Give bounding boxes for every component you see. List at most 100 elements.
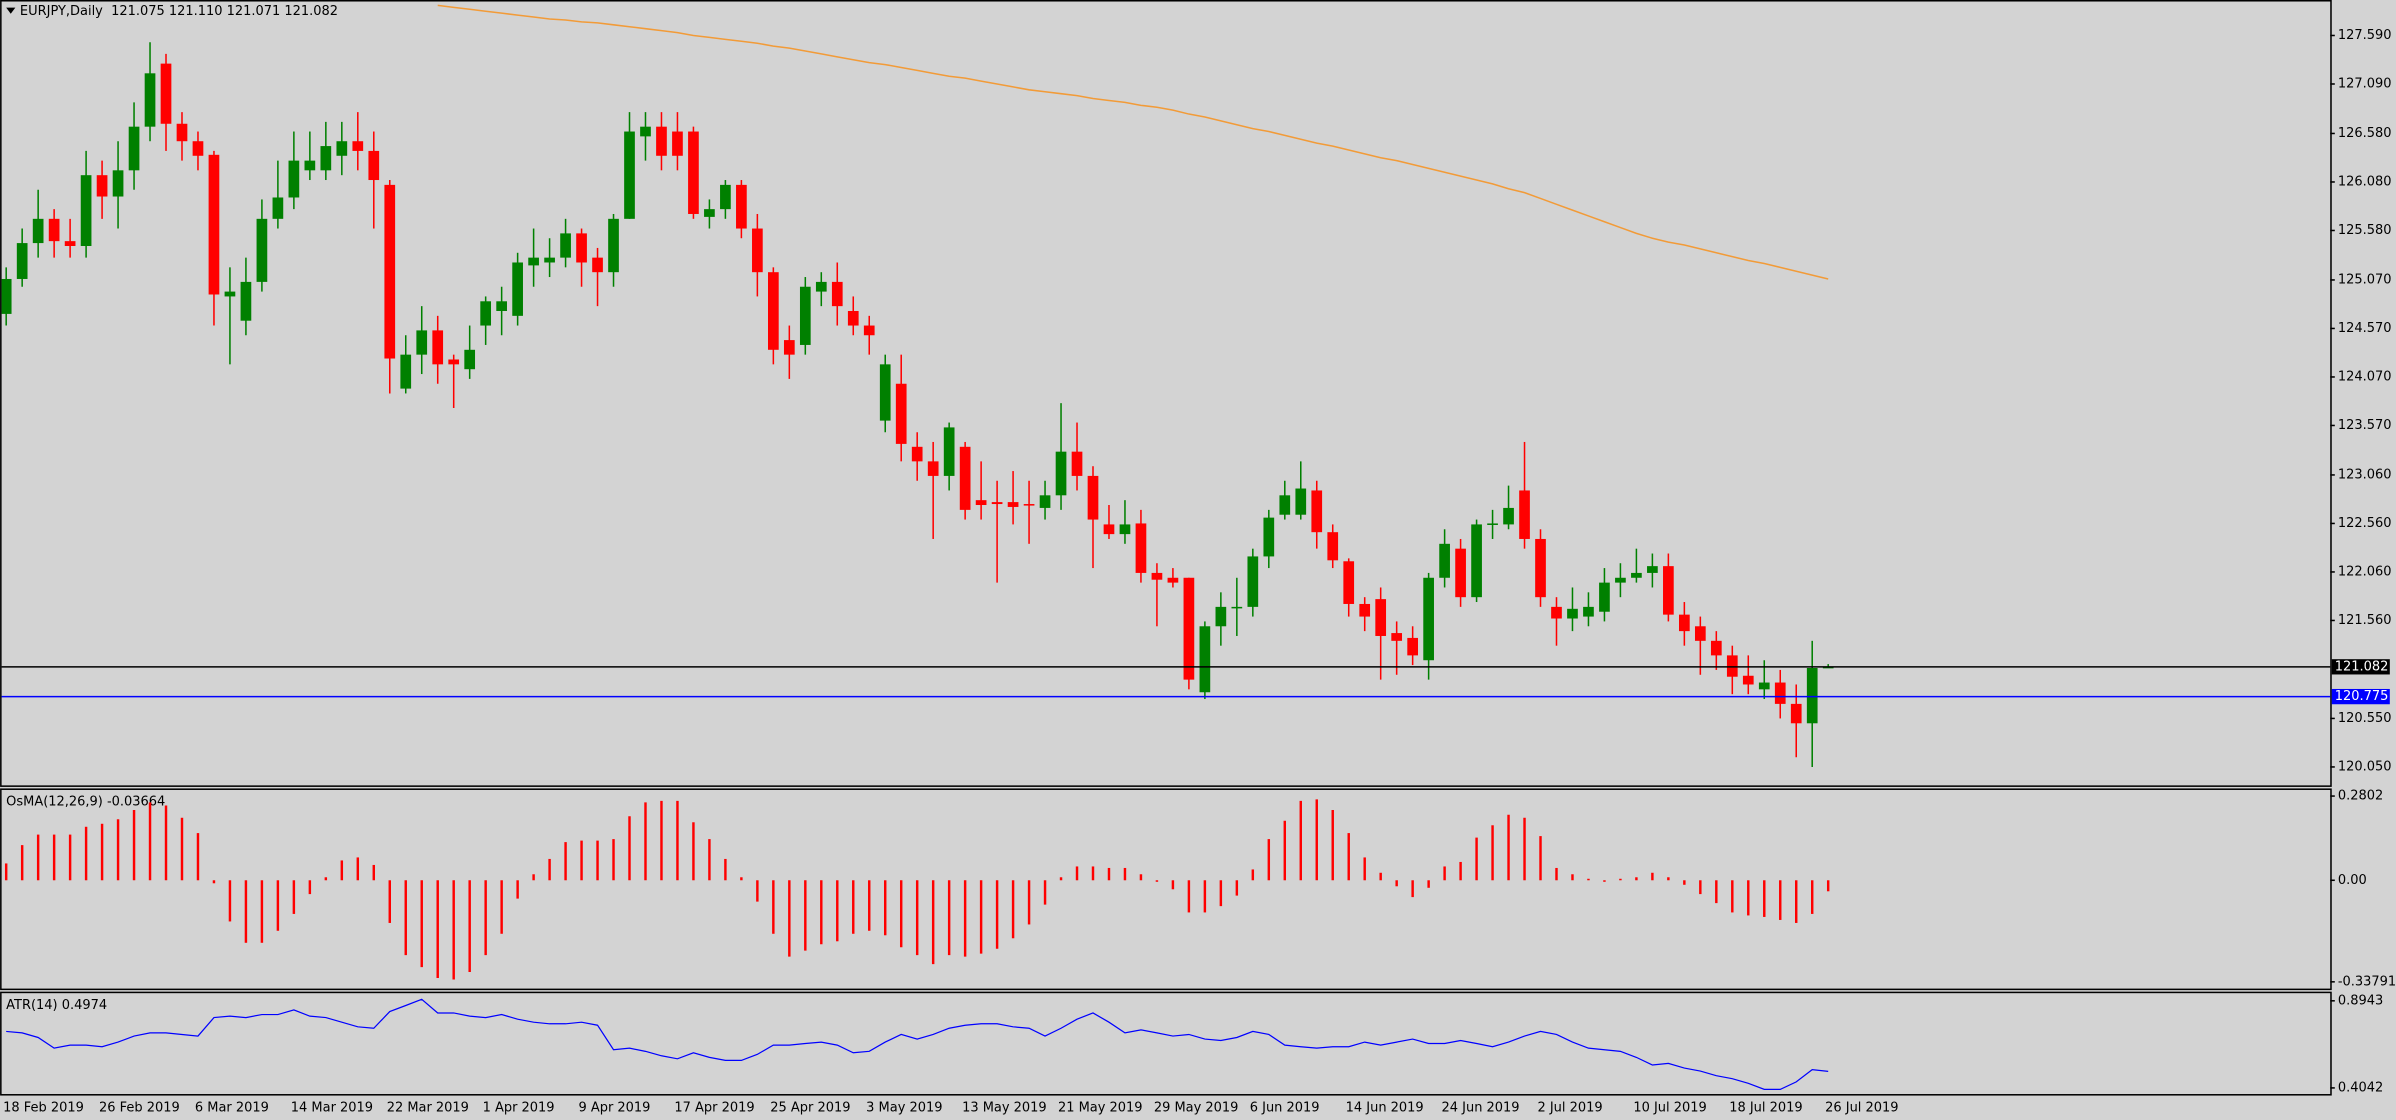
candle-body [767, 272, 779, 350]
candle-body [624, 131, 635, 219]
x-tick-label: 2 Jul 2019 [1537, 1100, 1602, 1115]
candle-body [96, 175, 108, 197]
plot-layer: EURJPY,Daily 121.075 121.110 121.071 121… [1, 4, 2396, 1115]
candle-body [783, 340, 795, 355]
x-tick-label: 26 Jul 2019 [1825, 1100, 1898, 1115]
y-tick-label: 123.570 [2338, 418, 2392, 433]
candle-body [1615, 577, 1626, 583]
y-tick-label: 123.060 [2338, 467, 2392, 482]
candle-body [799, 286, 811, 345]
candle-body [1311, 490, 1323, 533]
candle-body [1119, 524, 1131, 535]
candle-body [736, 184, 747, 229]
candles [1, 4, 1834, 767]
candle-body [1567, 608, 1578, 619]
y-tick-label: 0.00 [2338, 873, 2367, 888]
candle-body [672, 131, 683, 156]
candle-body [1151, 572, 1163, 580]
candle-body [1519, 490, 1530, 539]
candle-body [1583, 606, 1594, 617]
y-tick-label: 0.8943 [2338, 993, 2383, 1008]
candle-body [528, 257, 539, 266]
y-tick-label: 125.070 [2338, 272, 2392, 287]
x-tick-label: 6 Jun 2019 [1250, 1100, 1320, 1115]
candle-body [1439, 543, 1450, 578]
y-tick-label: 0.2802 [2338, 789, 2383, 804]
candle-body [1535, 538, 1546, 598]
candle-body [112, 170, 124, 197]
candle-body [879, 364, 891, 421]
x-tick-label: 10 Jul 2019 [1633, 1100, 1706, 1115]
pane-title: EURJPY,Daily 121.075 121.110 121.071 121… [20, 4, 338, 19]
y-tick-label: 125.580 [2338, 223, 2392, 238]
pane-title: ATR(14) 0.4974 [6, 998, 107, 1013]
candle-body [1071, 451, 1083, 476]
candle-body [192, 141, 204, 156]
candle-body [288, 160, 300, 198]
candle-body [1806, 667, 1818, 724]
candle-body [847, 310, 859, 326]
candle-body [64, 241, 76, 246]
candle-body [1327, 532, 1339, 561]
y-tick-label: 0.4042 [2338, 1080, 2383, 1095]
candle-body [1742, 675, 1754, 685]
candle-body [1790, 703, 1802, 724]
candle-body [1774, 682, 1786, 704]
y-tick-label: 120.050 [2338, 759, 2392, 774]
candle-body [895, 383, 907, 444]
y-tick-label: 127.590 [2338, 28, 2392, 43]
candle-body [1471, 524, 1482, 598]
candle-body [1055, 451, 1067, 496]
candle-body [16, 243, 28, 279]
x-tick-label: 6 Mar 2019 [195, 1100, 269, 1115]
x-tick-label: 24 Jun 2019 [1442, 1100, 1520, 1115]
candle-body [943, 427, 955, 476]
candle-body [592, 257, 603, 273]
x-tick-label: 9 Apr 2019 [579, 1100, 651, 1115]
candle-body [1183, 577, 1195, 680]
x-tick-label: 21 May 2019 [1058, 1100, 1143, 1115]
candle-body [1423, 577, 1434, 661]
candle-body [975, 500, 987, 506]
candle-body [831, 281, 843, 307]
candle-body [1247, 556, 1259, 607]
x-tick-label: 1 Apr 2019 [483, 1100, 555, 1115]
candle-body [416, 330, 428, 355]
candle-body [208, 154, 220, 295]
candle-body [1263, 517, 1275, 557]
main-pane [0, 0, 2332, 787]
candle-body [272, 197, 284, 219]
candle-body [1663, 566, 1674, 615]
candle-body [368, 150, 380, 181]
candle-body [1710, 640, 1722, 656]
moving-average [437, 4, 1829, 280]
x-tick-label: 3 May 2019 [866, 1100, 942, 1115]
y-tick-label: 124.570 [2338, 321, 2392, 336]
candle-body [1, 278, 12, 314]
candle-body [576, 233, 587, 263]
x-tick-label: 22 Mar 2019 [387, 1100, 469, 1115]
candle-body [656, 126, 667, 156]
candle-body [815, 281, 827, 292]
candle-body [32, 218, 44, 244]
candle-body [160, 63, 172, 124]
candle-body [1023, 504, 1035, 506]
candle-body [1758, 682, 1770, 690]
price-box-label: 121.082 [2335, 659, 2389, 674]
candle-body [80, 175, 92, 246]
x-tick-label: 18 Feb 2019 [3, 1100, 84, 1115]
candle-body [1726, 655, 1738, 677]
candle-body [1599, 582, 1610, 612]
candle-body [256, 218, 268, 282]
y-tick-label: 122.560 [2338, 516, 2392, 531]
candle-body [128, 126, 140, 171]
x-tick-label: 18 Jul 2019 [1729, 1100, 1802, 1115]
candle-body [991, 502, 1003, 505]
candle-body [704, 209, 715, 217]
candle-body [1279, 495, 1291, 515]
y-tick-label: 121.560 [2338, 613, 2392, 628]
price-box [2331, 688, 2390, 705]
candle-body [144, 73, 156, 127]
candle-body [863, 325, 875, 336]
